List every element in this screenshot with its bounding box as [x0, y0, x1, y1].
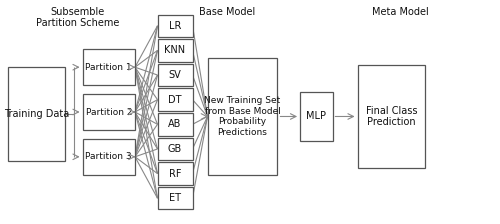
- FancyBboxPatch shape: [158, 162, 192, 185]
- FancyBboxPatch shape: [158, 39, 192, 62]
- Text: GB: GB: [168, 144, 182, 154]
- Text: Final Class
Prediction: Final Class Prediction: [366, 106, 417, 127]
- Text: Partition 2: Partition 2: [86, 108, 132, 116]
- Text: DT: DT: [168, 95, 182, 105]
- Text: KNN: KNN: [164, 45, 186, 55]
- FancyBboxPatch shape: [158, 64, 192, 86]
- FancyBboxPatch shape: [158, 138, 192, 160]
- FancyBboxPatch shape: [158, 15, 192, 37]
- FancyBboxPatch shape: [82, 49, 135, 85]
- Text: ET: ET: [169, 193, 181, 203]
- FancyBboxPatch shape: [158, 187, 192, 209]
- FancyBboxPatch shape: [158, 88, 192, 111]
- Text: Base Model: Base Model: [200, 7, 256, 17]
- Text: Training Data: Training Data: [4, 109, 69, 119]
- Text: New Training Set
from Base Model
Probability
Predictions: New Training Set from Base Model Probabi…: [204, 96, 281, 137]
- Text: Subsemble
Partition Scheme: Subsemble Partition Scheme: [36, 7, 119, 28]
- FancyBboxPatch shape: [82, 139, 135, 175]
- Text: LR: LR: [169, 21, 181, 31]
- FancyBboxPatch shape: [8, 67, 65, 161]
- Text: Meta Model: Meta Model: [372, 7, 428, 17]
- Text: RF: RF: [169, 169, 181, 179]
- FancyBboxPatch shape: [158, 113, 192, 136]
- Text: Partition 3: Partition 3: [86, 152, 132, 161]
- FancyBboxPatch shape: [358, 65, 425, 168]
- FancyBboxPatch shape: [300, 92, 332, 141]
- Text: Partition 1: Partition 1: [86, 63, 132, 72]
- FancyBboxPatch shape: [208, 58, 278, 175]
- FancyBboxPatch shape: [82, 94, 135, 130]
- Text: MLP: MLP: [306, 112, 326, 121]
- Text: SV: SV: [168, 70, 181, 80]
- Text: AB: AB: [168, 119, 181, 129]
